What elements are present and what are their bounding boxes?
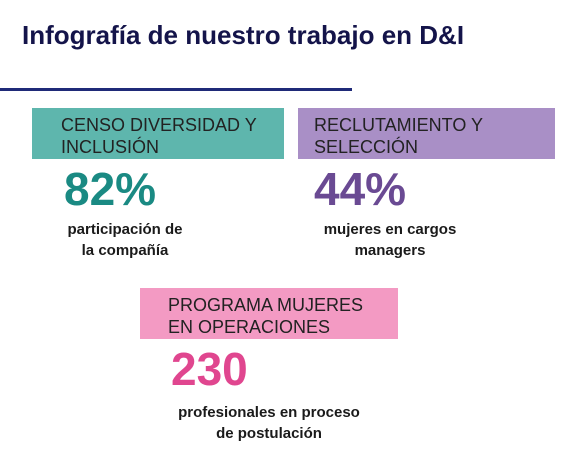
stat-description-reclutamiento: mujeres en cargos managers [323, 221, 457, 259]
card-header-reclutamiento: RECLUTAMIENTO Y SELECCIÓN [298, 108, 555, 159]
stat-description-programa: profesionales en proceso de postulación [178, 404, 360, 442]
stat-value-programa: 230 [171, 343, 248, 395]
page-title: Infografía de nuestro trabajo en D&I [22, 20, 465, 50]
stat-value-censo: 82% [64, 163, 157, 215]
title-divider [0, 88, 352, 91]
stat-description-censo: participación de la compañía [67, 221, 183, 259]
card-header-censo: CENSO DIVERSIDAD Y INCLUSIÓN [32, 108, 284, 159]
stat-value-reclutamiento: 44% [314, 163, 407, 215]
card-header-programa: PROGRAMA MUJERES EN OPERACIONES [140, 288, 398, 339]
